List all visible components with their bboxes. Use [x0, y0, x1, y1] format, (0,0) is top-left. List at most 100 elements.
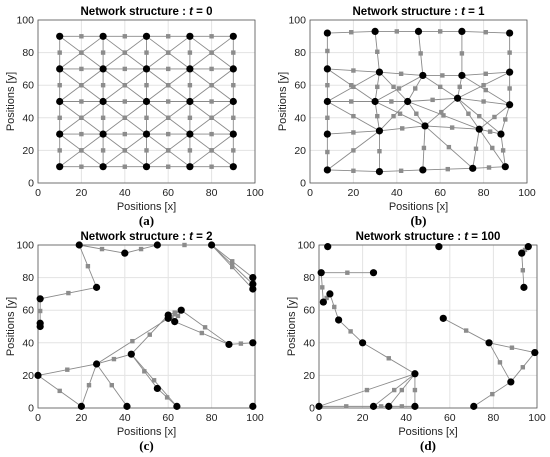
network-node [506, 68, 514, 76]
edge-midpoint-marker [166, 34, 171, 39]
network-node [34, 371, 42, 379]
edge-midpoint-marker [377, 149, 382, 154]
edge-midpoint-marker [166, 83, 171, 88]
edge-midpoint-marker [57, 50, 62, 55]
chart-title: Network structure : t = 100 [356, 231, 501, 243]
edge-midpoint-marker [238, 341, 244, 346]
edge-midpoint-marker [392, 387, 397, 393]
edge-midpoint-marker [79, 83, 84, 88]
network-node [371, 27, 379, 36]
x-tick-label: 80 [478, 187, 490, 199]
edge-midpoint-marker [520, 365, 526, 370]
edge-midpoint-marker [144, 115, 149, 120]
edge-midpoint-marker [122, 83, 127, 88]
y-tick-label: 0 [28, 403, 34, 415]
x-tick-label: 0 [35, 412, 41, 424]
edge-midpoint-marker [164, 395, 170, 400]
edge-midpoint-marker [209, 83, 214, 88]
edge-midpoint-marker [398, 71, 404, 76]
network-node [501, 163, 509, 171]
network-node [369, 402, 378, 410]
y-tick-label: 80 [22, 47, 34, 59]
network-node [56, 97, 64, 106]
edge-midpoint-marker [144, 148, 149, 153]
y-tick-label: 40 [22, 337, 34, 349]
chart-title-variable: t [189, 6, 194, 18]
edge-midpoint-marker [231, 83, 236, 88]
edge-midpoint-marker [477, 113, 482, 119]
network-node [506, 101, 514, 109]
edge-midpoint-marker [138, 246, 144, 252]
network-node [173, 402, 181, 410]
network-node [371, 97, 379, 106]
network-node [186, 163, 194, 171]
edge-midpoint-marker [166, 148, 171, 153]
edge-midpoint-marker [396, 86, 402, 91]
network-node [414, 27, 423, 36]
x-tick-label: 0 [316, 412, 322, 424]
edge-midpoint-marker [209, 50, 214, 55]
edge-midpoint-marker [111, 356, 117, 362]
network-node [453, 94, 462, 102]
edge-midpoint-marker [481, 99, 486, 104]
network-node [36, 322, 44, 331]
edge-midpoint-marker [325, 115, 330, 120]
edge-midpoint-marker [391, 84, 396, 90]
y-tick-label: 80 [303, 272, 315, 284]
edge-midpoint-marker [351, 148, 356, 153]
edge-midpoint-marker [421, 145, 427, 151]
network-node [469, 164, 477, 172]
network-node [369, 269, 378, 277]
edge-midpoint-marker [122, 148, 127, 153]
network-node [186, 32, 194, 40]
network-node [518, 249, 526, 257]
network-node [142, 65, 151, 73]
y-tick-label: 0 [309, 403, 315, 415]
edge-midpoint-marker [100, 83, 106, 88]
edge-midpoint-marker [463, 328, 469, 333]
edge-midpoint-marker [85, 263, 91, 269]
y-tick-label: 80 [294, 47, 306, 59]
x-tick-label: 20 [76, 187, 88, 199]
edge-midpoint-marker [230, 264, 235, 270]
y-axis-label: Positions [y] [277, 72, 289, 131]
edge-midpoint-marker [147, 332, 152, 337]
edge-midpoint-marker [349, 99, 354, 104]
x-tick-label: 80 [206, 187, 218, 199]
edge-midpoint-marker [79, 164, 84, 169]
edge-midpoint-marker [86, 382, 92, 388]
edge-midpoint-marker [441, 113, 446, 118]
y-tick-label: 20 [294, 145, 306, 157]
edge-midpoint-marker [230, 259, 235, 264]
edge-midpoint-marker [351, 113, 356, 119]
y-tick-label: 60 [22, 80, 34, 92]
y-tick-label: 20 [22, 370, 34, 382]
edge-midpoint-marker [37, 308, 43, 314]
network-node [323, 166, 331, 174]
y-tick-label: 100 [16, 15, 34, 27]
edge-midpoint-marker [457, 84, 462, 90]
network-node [411, 370, 419, 378]
network-node [186, 97, 194, 106]
edge-midpoint-marker [332, 304, 337, 310]
edge-midpoint-marker [438, 29, 443, 34]
edge-midpoint-marker [202, 325, 208, 330]
y-tick-label: 40 [22, 112, 34, 124]
network-node [153, 384, 161, 393]
edge-midpoint-marker [122, 99, 127, 104]
y-tick-label: 100 [16, 240, 34, 252]
edge-midpoint-marker [398, 168, 404, 173]
edge-midpoint-marker [497, 360, 503, 365]
network-node [315, 402, 323, 410]
x-tick-label: 40 [119, 412, 131, 424]
edge-midpoint-marker [100, 115, 106, 120]
y-axis-label: Positions [y] [5, 297, 17, 356]
edge-midpoint-marker [209, 99, 214, 104]
network-node [75, 241, 83, 249]
edge-midpoint-marker [79, 115, 84, 120]
network-node [121, 249, 129, 257]
edge-midpoint-marker [79, 50, 84, 55]
network-node [142, 97, 151, 106]
network-node [99, 65, 107, 73]
edge-midpoint-marker [166, 131, 171, 137]
